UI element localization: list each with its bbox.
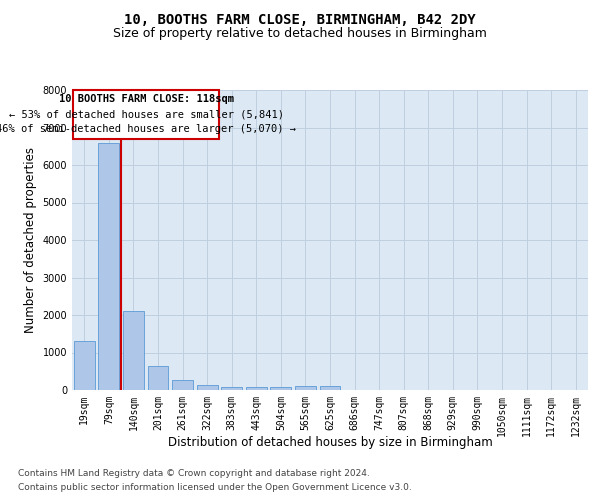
Bar [295, 386, 316, 390]
Bar [246, 387, 267, 390]
Text: Size of property relative to detached houses in Birmingham: Size of property relative to detached ho… [113, 28, 487, 40]
Text: 10, BOOTHS FARM CLOSE, BIRMINGHAM, B42 2DY: 10, BOOTHS FARM CLOSE, BIRMINGHAM, B42 2… [124, 12, 476, 26]
Bar [172, 380, 193, 390]
Text: 10 BOOTHS FARM CLOSE: 118sqm: 10 BOOTHS FARM CLOSE: 118sqm [59, 94, 234, 104]
Bar [123, 311, 144, 390]
Text: ← 53% of detached houses are smaller (5,841): ← 53% of detached houses are smaller (5,… [9, 109, 284, 119]
Bar [271, 387, 292, 390]
Bar [74, 341, 95, 390]
Text: Contains public sector information licensed under the Open Government Licence v3: Contains public sector information licen… [18, 484, 412, 492]
Text: Distribution of detached houses by size in Birmingham: Distribution of detached houses by size … [167, 436, 493, 449]
Text: Contains HM Land Registry data © Crown copyright and database right 2024.: Contains HM Land Registry data © Crown c… [18, 468, 370, 477]
FancyBboxPatch shape [73, 90, 220, 138]
Bar [197, 385, 218, 390]
Bar [320, 386, 340, 390]
Y-axis label: Number of detached properties: Number of detached properties [24, 147, 37, 333]
Bar [221, 387, 242, 390]
Text: 46% of semi-detached houses are larger (5,070) →: 46% of semi-detached houses are larger (… [0, 124, 296, 134]
Bar [148, 366, 169, 390]
Bar [98, 142, 119, 390]
